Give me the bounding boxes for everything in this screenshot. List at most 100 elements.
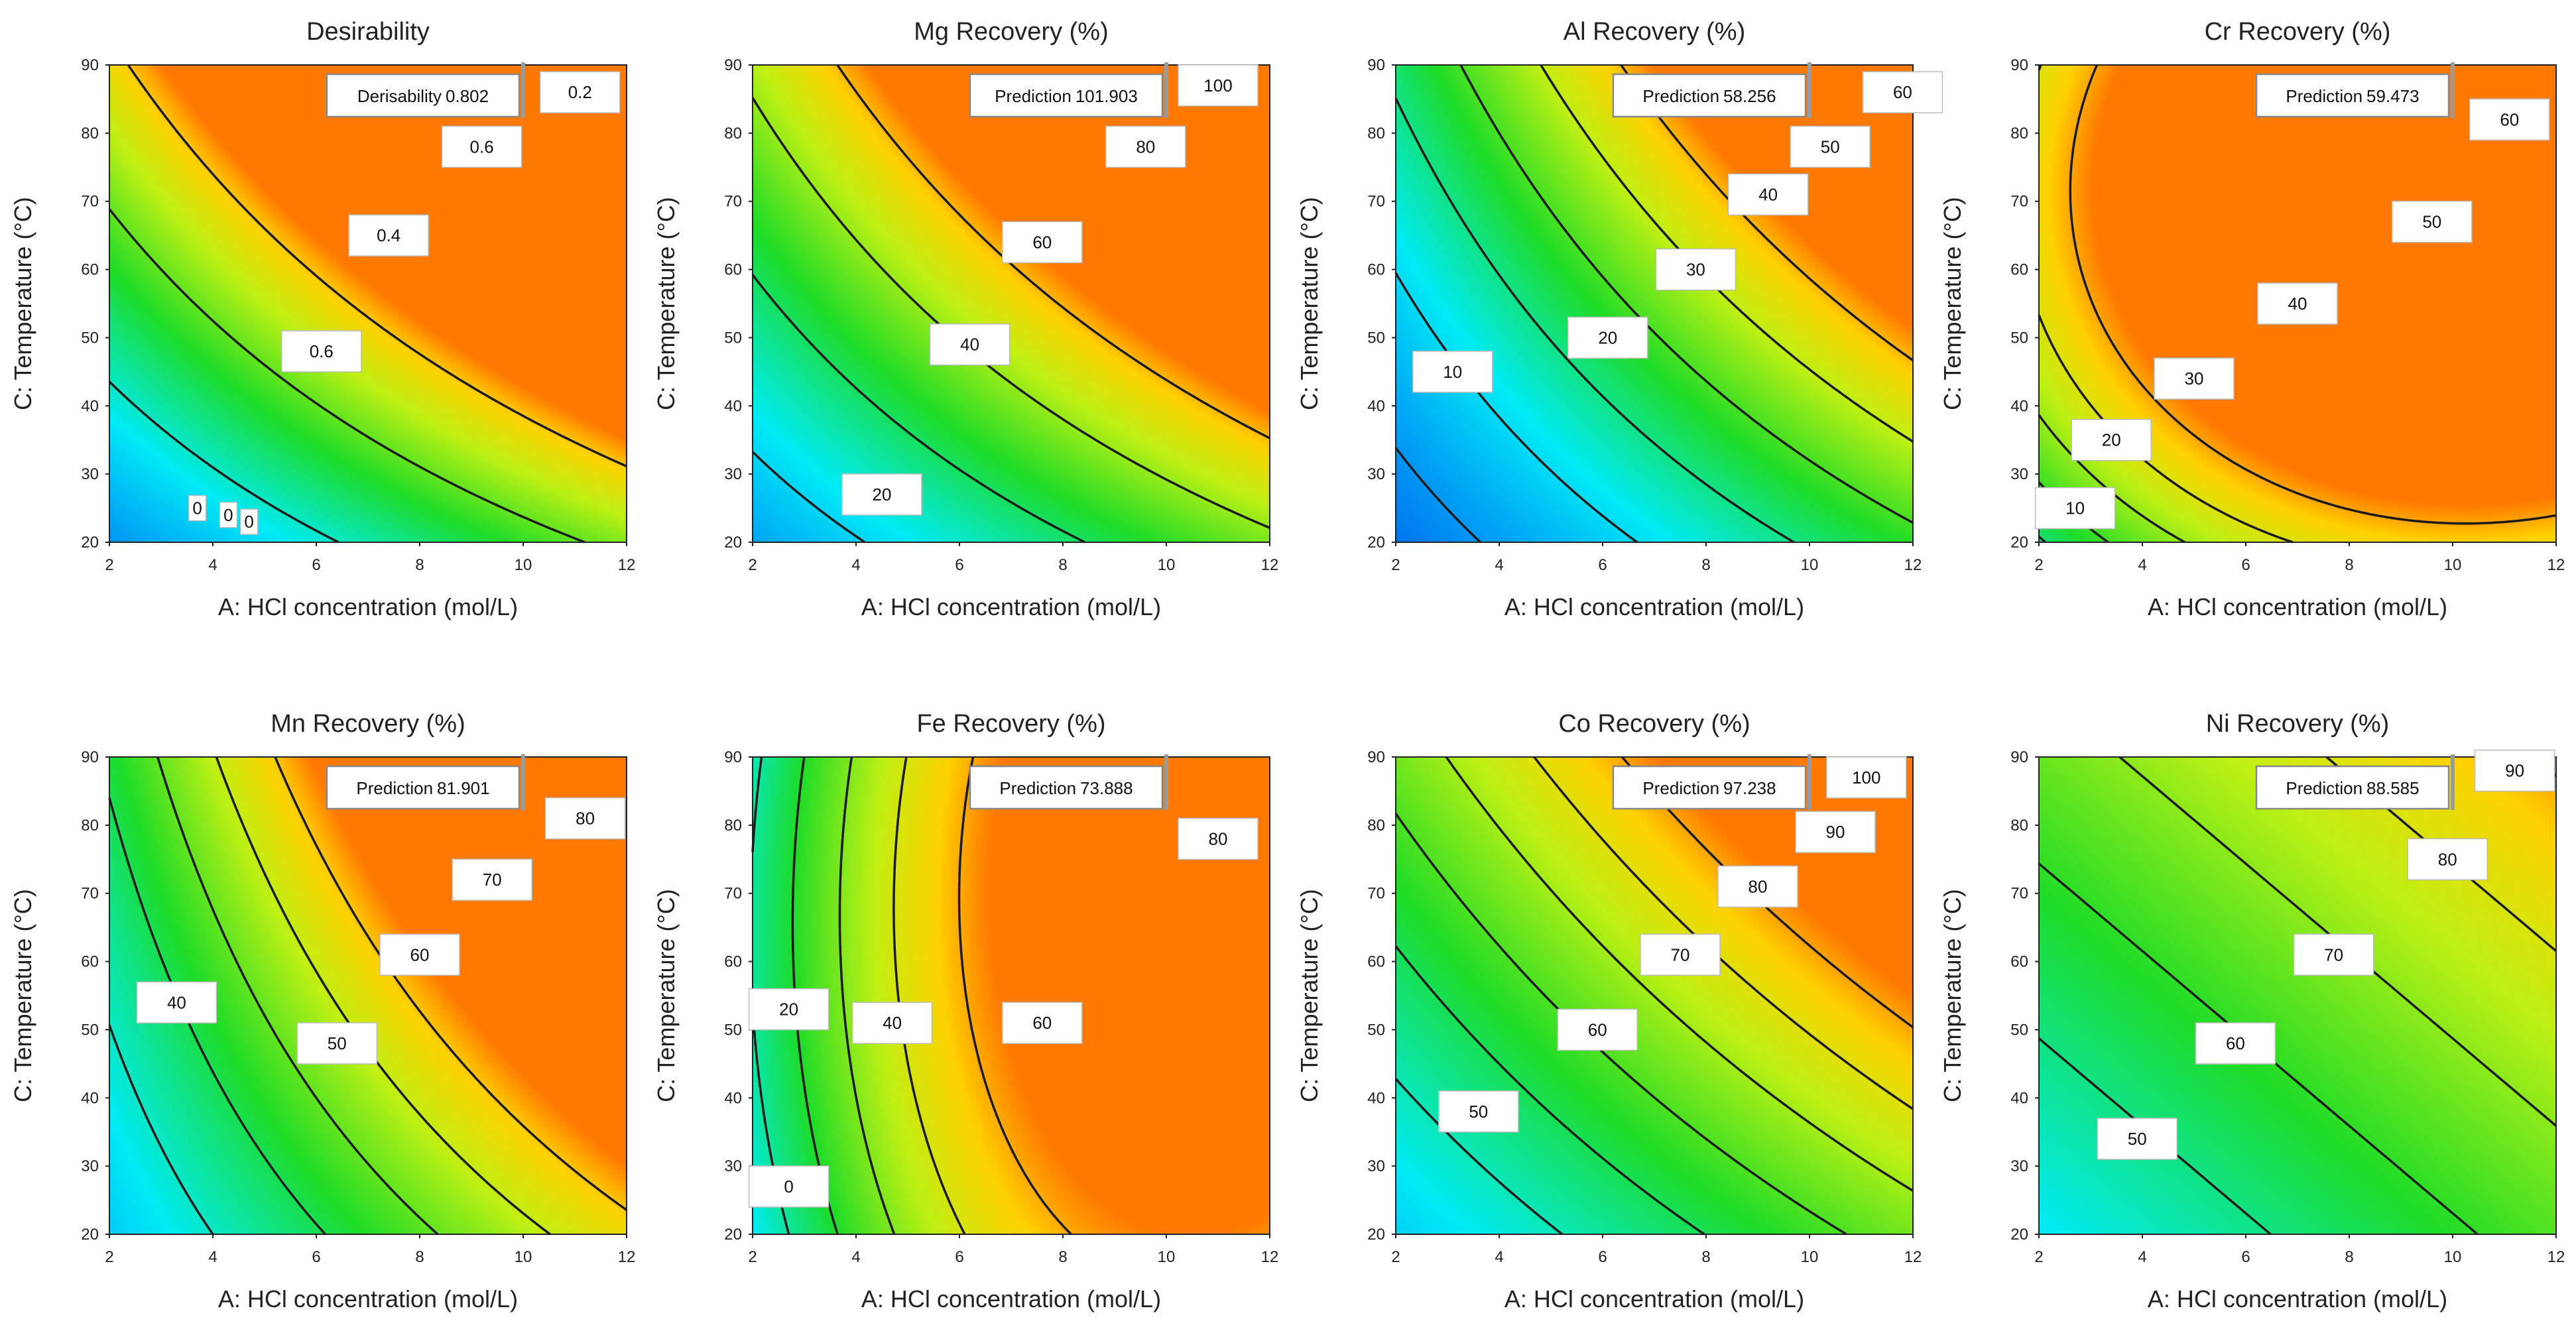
y-tick-label: 40 [724,397,742,415]
panel-title: Mg Recovery (%) [914,18,1109,46]
y-tick-label: 90 [81,748,99,766]
prediction-box [1612,765,1807,810]
contour-label-box [1640,933,1721,976]
prediction-text: Derisability 0.802 [357,86,489,106]
y-tick-label: 40 [724,1089,742,1107]
y-axis-label: C: Temperature (°C) [1296,889,1323,1102]
contour-line-0.8 [127,64,627,468]
contour-label-box [1655,248,1737,291]
contour-value-label: 70 [1640,933,1721,976]
contour-value-label: 80 [544,797,626,840]
contour-value-label: 70 [452,858,532,901]
x-tick-label: 4 [208,1248,217,1266]
response-surface-heatmap [2039,757,2556,1234]
y-tick-label: 30 [81,1157,99,1175]
contour-value-label: 50 [2392,200,2473,243]
contour-label-box [929,323,1011,366]
y-tick-label: 60 [81,261,99,279]
x-tick-label: 4 [2138,556,2146,574]
x-tick-label: 8 [415,1248,424,1266]
y-axis-label: C: Temperature (°C) [652,197,680,410]
prediction-text: Prediction 81.901 [356,778,489,798]
contour-line-60 [1394,945,1705,1236]
x-tick-label: 4 [208,556,217,574]
y-tick-label: 80 [81,817,99,835]
x-axis-label: A: HCl concentration (mol/L) [1504,1285,1804,1312]
y-tick-label: 50 [81,329,99,347]
x-tick-label: 10 [1158,1248,1176,1266]
prediction-flag: Prediction 58.256 [1612,62,1811,118]
contour-label-box [2392,200,2473,243]
panel-1: Desirability 2 4 6 8 10 12 20 30 40 50 60 70 80 90 A: H… [9,18,635,620]
y-axis-label: C: Temperature (°C) [1939,889,1966,1102]
contour-label-text: 60 [410,945,430,964]
y-tick-label: 40 [1367,1089,1385,1107]
contour-value-label: 90 [2474,749,2555,792]
prediction-box [969,73,1164,118]
contour-label-text: 40 [1758,184,1778,204]
contour-value-label: 0.4 [348,214,429,257]
contour-value-label: 60 [1002,1002,1083,1044]
panel-title: Desirability [306,18,430,46]
x-tick-label: 12 [618,556,636,574]
contour-value-label: 60 [2469,98,2550,141]
contour-label-box [441,125,522,168]
contour-label-text: 50 [328,1033,347,1053]
x-tick-label: 12 [1261,556,1279,574]
contour-value-label: 50 [2097,1118,2177,1160]
contour-value-label: 0.6 [281,330,362,373]
prediction-value: 88.585 [2366,778,2420,798]
x-tick-label: 2 [1391,556,1400,574]
contour-value-label: 20 [841,473,922,516]
contour-label-text: 70 [2324,945,2343,964]
x-axis-label: A: HCl concentration (mol/L) [1504,593,1804,620]
prediction-text: Prediction 88.585 [2286,778,2419,798]
contour-label-text: 60 [1032,1013,1052,1033]
y-tick-label: 70 [1367,885,1385,903]
plot-frame [752,64,1270,543]
prediction-box [969,765,1164,810]
plot-frame [1395,756,1914,1235]
panel-title: Co Recovery (%) [1558,710,1750,738]
x-tick-label: 2 [2034,556,2043,574]
panel-2: Mg Recovery (%) 2 4 6 8 10 12 20 30 40 50 60 70 80 90 A… [652,18,1278,620]
y-tick-label: 80 [2010,125,2028,143]
y-tick-label: 90 [2010,56,2028,74]
x-tick-label: 12 [2547,556,2565,574]
contour-line-40 [751,451,866,544]
contour-label-text: 50 [2422,212,2441,232]
x-tick-label: 8 [1701,556,1710,574]
x-tick-label: 12 [618,1248,636,1266]
x-axis-label: A: HCl concentration (mol/L) [861,1285,1161,1312]
contour-label-box [540,71,621,113]
contour-label-text: 100 [1203,76,1232,95]
prediction-label: Prediction [2286,86,2362,106]
x-tick-label: 8 [1058,1248,1067,1266]
prediction-label: Prediction [356,778,433,798]
contour-value-label: 80 [1105,125,1186,168]
contour-value-label: 0 [188,495,207,522]
contour-label-text: 40 [167,992,186,1012]
y-tick-label: 40 [2010,1089,2028,1107]
panel-title: Fe Recovery (%) [916,710,1105,738]
response-surface-heatmap [753,65,1270,542]
contour-value-label: 80 [2407,838,2488,881]
contour-line-90 [1533,756,1914,1110]
contour-value-label: 80 [1717,865,1798,908]
x-tick-label: 6 [1598,556,1607,574]
prediction-flag: Prediction 97.238 [1612,754,1811,810]
y-tick-label: 90 [1367,56,1385,74]
contour-value-label: 70 [2293,933,2374,976]
contour-value-label: 60 [379,933,460,976]
prediction-value: 73.888 [1080,778,1133,798]
contour-label-box [1727,173,1809,216]
y-axis-label: C: Temperature (°C) [1939,197,1966,410]
y-tick-label: 90 [1367,748,1385,766]
contour-label-text: 40 [2288,294,2307,314]
plot-frame [1395,64,1914,543]
contour-label-box [544,797,626,840]
panel-7: Co Recovery (%) 2 4 6 8 10 12 20 30 40 50 60 70 80 90 A… [1296,710,1922,1312]
y-tick-label: 30 [724,465,742,483]
x-tick-label: 12 [1261,1248,1279,1266]
y-tick-label: 60 [2010,261,2028,279]
